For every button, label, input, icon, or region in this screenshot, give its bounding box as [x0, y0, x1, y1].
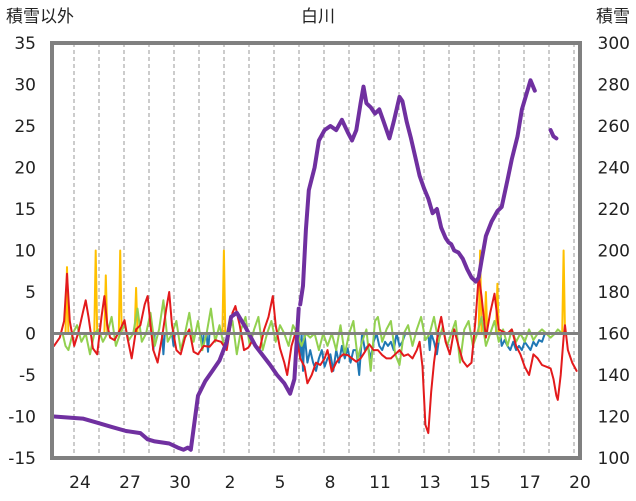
- x-tick-label: 2: [225, 473, 236, 493]
- left-axis-title: 積雪以外: [6, 7, 74, 27]
- series-line: [53, 299, 564, 372]
- right-tick-label: 200: [598, 242, 630, 262]
- right-tick-label: 140: [598, 366, 630, 386]
- x-tick-label: 5: [275, 473, 286, 493]
- right-tick-label: 160: [598, 325, 630, 345]
- right-tick-label: 300: [598, 34, 630, 54]
- left-tick-label: 10: [14, 242, 36, 262]
- left-tick-label: 25: [14, 117, 36, 137]
- right-tick-label: 220: [598, 200, 630, 220]
- series-layer: [52, 78, 578, 452]
- right-tick-label: 120: [598, 408, 630, 428]
- left-tick-label: -5: [19, 366, 36, 386]
- left-tick-label: 20: [14, 159, 36, 179]
- series-line: [53, 272, 578, 435]
- x-tick-label: 8: [325, 473, 336, 493]
- x-tick-label: 30: [169, 473, 191, 493]
- right-tick-label: 180: [598, 283, 630, 303]
- right-axis-title: 積雪: [596, 7, 630, 27]
- left-tick-label: 5: [25, 283, 36, 303]
- x-tick-label: 15: [469, 473, 491, 493]
- x-tick-label: 20: [569, 473, 591, 493]
- x-tick-label: 13: [419, 473, 441, 493]
- gridlines: [73, 43, 575, 458]
- chart-title: 白川: [301, 7, 335, 27]
- left-tick-label: 15: [14, 200, 36, 220]
- left-tick-label: -10: [8, 408, 36, 428]
- x-tick-label: 17: [519, 473, 541, 493]
- x-axis-ticks: 24 27 30 2 5 8 11 13 15 17 20: [69, 473, 591, 493]
- x-tick-label: 24: [69, 473, 91, 493]
- right-tick-label: 240: [598, 159, 630, 179]
- plot-frame: [50, 41, 582, 460]
- left-tick-label: 0: [25, 325, 36, 345]
- left-tick-label: 30: [14, 76, 36, 96]
- left-axis-ticks: 35 30 25 20 15 10 5 0 -5 -10 -15: [8, 34, 36, 469]
- right-axis-ticks: 300 280 260 240 220 200 180 160 140 120 100: [598, 34, 630, 469]
- right-tick-label: 260: [598, 117, 630, 137]
- left-tick-label: 35: [14, 34, 36, 54]
- left-tick-label: -15: [8, 449, 36, 469]
- right-tick-label: 100: [598, 449, 630, 469]
- right-tick-label: 280: [598, 76, 630, 96]
- x-tick-label: 11: [369, 473, 391, 493]
- series-line: [52, 78, 559, 452]
- x-tick-label: 27: [119, 473, 141, 493]
